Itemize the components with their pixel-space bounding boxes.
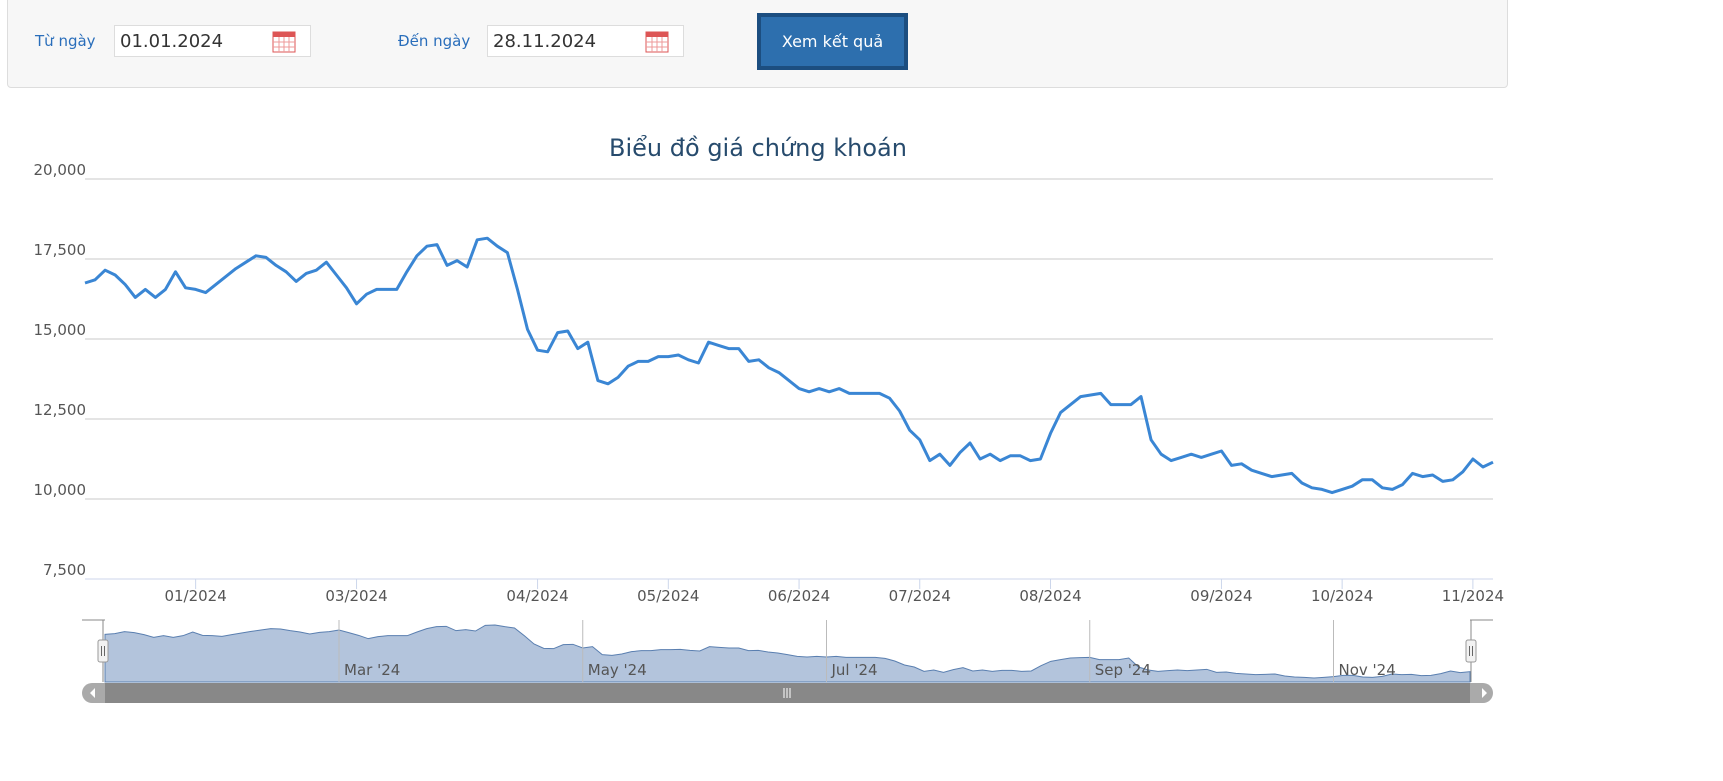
y-tick-label: 7,500 xyxy=(43,561,86,579)
x-tick-label: 10/2024 xyxy=(1311,587,1373,605)
y-tick-label: 10,000 xyxy=(34,481,87,499)
x-tick-label: 07/2024 xyxy=(889,587,951,605)
navigator-bg xyxy=(82,620,1493,682)
from-value: 01.01.2024 xyxy=(120,31,224,52)
price-line xyxy=(84,236,1494,495)
x-tick-label: 04/2024 xyxy=(506,587,568,605)
navigator-label: May '24 xyxy=(588,661,647,679)
from-input[interactable]: 01.01.2024 xyxy=(114,25,311,57)
y-tick-label: 12,500 xyxy=(34,401,87,419)
navigator-handle xyxy=(1465,639,1477,663)
y-tick-label: 17,500 xyxy=(34,241,87,259)
y-tick-label: 20,000 xyxy=(34,161,87,179)
x-tick-label: 03/2024 xyxy=(325,587,387,605)
calendar-icon[interactable] xyxy=(272,31,296,53)
x-tick-label: 11/2024 xyxy=(1442,587,1504,605)
navigator-label: Sep '24 xyxy=(1095,661,1151,679)
x-tick-label: 06/2024 xyxy=(768,587,830,605)
scrollbar-track[interactable] xyxy=(82,683,1493,703)
chart-title: Biểu đồ giá chứng khoán xyxy=(609,134,907,162)
x-tick-label: 05/2024 xyxy=(637,587,699,605)
navigator-label: Jul '24 xyxy=(831,661,878,679)
submit-button[interactable]: Xem kết quả xyxy=(757,13,908,70)
calendar-icon[interactable] xyxy=(645,31,669,53)
scrollbar-thumb[interactable] xyxy=(105,683,1470,703)
to-label: Đến ngày xyxy=(398,32,471,50)
navigator-area xyxy=(104,624,1471,683)
x-tick-label: 08/2024 xyxy=(1019,587,1081,605)
navigator-handle-grip xyxy=(101,646,105,656)
x-tick-label: 01/2024 xyxy=(164,587,226,605)
scroll-arrows xyxy=(90,688,1487,698)
navigator-label: Nov '24 xyxy=(1339,661,1396,679)
from-label: Từ ngày xyxy=(35,32,96,50)
y-tick-label: 15,000 xyxy=(34,321,87,339)
scroll-grip xyxy=(783,688,791,698)
to-input[interactable]: 28.11.2024 xyxy=(487,25,684,57)
to-value: 28.11.2024 xyxy=(493,31,597,52)
navigator-handle xyxy=(97,639,109,663)
x-tick-label: 09/2024 xyxy=(1190,587,1252,605)
navigator-label: Mar '24 xyxy=(344,661,400,679)
navigator-handle-grip xyxy=(1469,646,1473,656)
